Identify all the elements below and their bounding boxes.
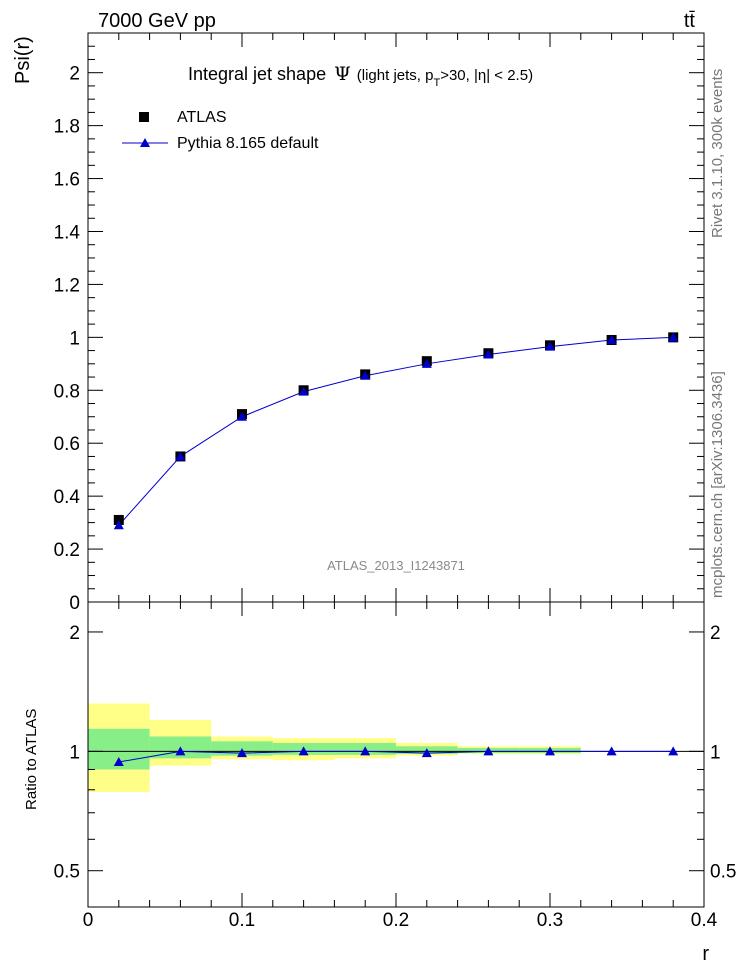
title-psi: Ψ (334, 63, 351, 85)
ratio-pythia-point (175, 746, 186, 756)
ratio-pythia-point (421, 748, 432, 758)
pythia-point (237, 411, 247, 421)
y-tick-label: 0.4 (54, 487, 81, 508)
y-tick-label: 1.6 (54, 170, 80, 191)
pythia-point (668, 332, 679, 342)
pythia-point (483, 349, 494, 359)
energy-label: 7000 GeV pp (98, 10, 216, 32)
y-tick-label: 0.8 (54, 381, 80, 402)
ratio-pythia-point (360, 746, 371, 756)
ratio-pythia-point (237, 748, 247, 758)
mcplots-reference-label: mcplots.cern.ch [arXiv:1306.3436] (709, 371, 726, 598)
title-sub: T (433, 77, 440, 89)
legend-pythia-marker (140, 138, 150, 147)
x-tick-label: 0.2 (383, 910, 409, 931)
x-tick-label: 0.3 (537, 910, 563, 931)
pythia-point (421, 358, 432, 368)
ratio-y-tick-label: 2 (69, 623, 80, 644)
x-tick-label: 0.4 (691, 910, 718, 931)
ratio-pythia-point (606, 746, 617, 756)
ratio-y-tick-label: 1 (69, 742, 80, 763)
pythia-point (545, 341, 555, 351)
y-tick-label: 1.4 (54, 222, 81, 243)
x-tick-label: 0 (83, 910, 94, 931)
atlas-point (113, 514, 124, 525)
ratio-y-tick-label-right: 2 (710, 623, 721, 644)
ratio-pythia-point (298, 746, 309, 756)
ratio-plot-data (113, 746, 679, 766)
pythia-point (113, 520, 124, 530)
ratio-y-axis-title: Ratio to ATLAS (23, 709, 40, 810)
plot-title: Integral jet shape Ψ (light jets, pT>30, |… (188, 63, 533, 89)
pythia-point (606, 334, 617, 344)
title-rest: >30, |η| < 2.5) (440, 67, 533, 84)
y-tick-label: 1.8 (54, 117, 80, 138)
y-axis-title: Psi(r) (12, 36, 34, 84)
ratio-uncertainty-bands (88, 703, 581, 792)
y-tick-label: 2 (69, 64, 80, 85)
pythia-point (175, 451, 186, 461)
legend: ATLAS Pythia 8.165 default (122, 109, 319, 152)
pythia-line (118, 336, 674, 526)
ratio-pythia-point (113, 756, 124, 766)
axes: 0 0.1 0.2 0.3 0.4 0 0.2 0.4 0.6 0.8 1 1.2 1.4 1.6 1.8 2… (54, 32, 736, 931)
ratio-y-tick-label-right: 1 (710, 742, 721, 763)
y-tick-label: 0.2 (54, 540, 80, 561)
y-tick-label: 1.2 (54, 275, 80, 296)
rivet-version-label: Rivet 3.1.10, 300k events (709, 69, 726, 238)
process-label: tt̄ (684, 10, 696, 32)
x-tick-label: 0.1 (229, 910, 255, 931)
ratio-pythia-point (483, 746, 494, 756)
y-tick-label: 1 (69, 328, 80, 349)
analysis-id-label: ATLAS_2013_I1243871 (327, 558, 465, 573)
ratio-pythia-point (668, 746, 679, 756)
ratio-y-tick-label-right: 0.5 (710, 862, 736, 883)
legend-pythia-label: Pythia 8.165 default (177, 135, 319, 152)
ratio-y-tick-label: 0.5 (54, 862, 80, 883)
main-plot-data (113, 332, 679, 530)
pythia-point (298, 386, 309, 396)
title-main: Integral jet shape (188, 64, 326, 84)
x-axis-title: r (702, 943, 709, 965)
ratio-pythia-line (118, 750, 674, 763)
y-tick-label: 0 (69, 593, 80, 614)
y-tick-label: 0.6 (54, 434, 80, 455)
title-open: (light jets, p (357, 67, 434, 84)
ratio-pythia-point (545, 746, 555, 756)
legend-atlas-label: ATLAS (177, 109, 227, 126)
pythia-point (360, 370, 371, 380)
legend-atlas-marker (139, 112, 149, 122)
